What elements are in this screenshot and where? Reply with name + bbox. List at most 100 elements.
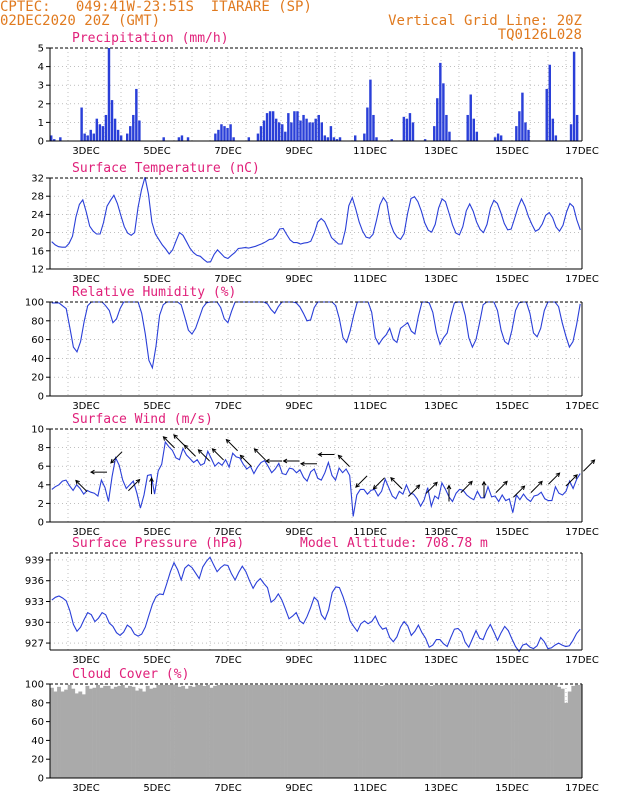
wind-arrow-head [253,448,259,453]
x-tick-label: 17DEC [565,527,599,538]
cloud-bar [74,693,79,778]
cloud-bar [138,688,143,778]
y-tick-label: 4 [38,62,44,73]
cloud-bar [464,684,469,778]
wind-arrow-head [481,480,487,486]
cloud-bar [78,691,83,778]
cloud-bar [535,684,540,778]
x-tick-label: 15DEC [495,655,529,666]
series-line [51,440,581,517]
x-tick-label: 11DEC [353,146,387,157]
precip-bar [548,64,551,141]
cloud-bar [386,684,391,778]
wind-arrow-head [555,472,561,478]
y-tick-label: 20 [31,228,44,239]
precip-bar [265,113,269,141]
cloud-bar [255,684,260,778]
cloud-bar [202,685,207,778]
x-tick-label: 13DEC [424,655,458,666]
wind-arrow [75,480,88,493]
y-tick-label: 936 [25,576,44,587]
header-source: CPTEC: [0,0,51,15]
cloud-bar [195,684,200,778]
precip-bar [466,114,469,141]
cloud-bar [496,684,501,778]
wind-arrow [254,448,266,461]
cloud-bar [425,684,430,778]
precip-bar [323,135,327,141]
cloud-bar [266,684,271,778]
wind-arrow-head [355,483,360,488]
cloud-bar [159,684,164,778]
precip-bar [311,122,314,141]
cloud-bar [237,684,242,778]
x-tick-label: 3DEC [72,146,99,157]
cloud-bar [92,687,97,778]
y-tick-label: 933 [25,597,44,608]
cloud-bar [500,684,505,778]
wind-arrow [110,451,123,464]
x-tick-label: 11DEC [353,655,387,666]
precip-bar [53,139,56,141]
precip-bar [521,92,524,141]
header-station-line: CPTEC: 049:41W-23:51S ITARARE (SP) [0,0,312,15]
x-tick-label: 13DEC [424,527,458,538]
precip-bar [329,126,333,141]
cloud-bar [191,686,196,778]
x-tick-label: 9DEC [285,655,312,666]
precip-bar [305,118,308,141]
y-tick-label: 10 [31,425,44,436]
wind-arrow [198,449,210,462]
cloud-bar [394,684,398,778]
wind-arrow-head [162,436,168,441]
cloud-bar [103,685,108,778]
cloud-bar [181,685,186,778]
precip-bar [545,88,548,141]
x-tick-label: 13DEC [424,274,458,285]
cloud-bar [227,684,232,778]
precip-bar [575,114,579,141]
x-tick-label: 15DEC [495,146,529,157]
precip-bar [290,122,293,141]
cloud-bar [379,685,384,778]
x-tick-label: 9DEC [285,274,312,285]
cloud-bar [64,689,69,778]
wind-arrow [408,484,420,497]
x-tick-label: 17DEC [565,146,599,157]
cloud-bar [429,685,434,778]
precip-bar [472,118,475,141]
precip-bar [284,131,287,141]
precip-bar [274,118,278,141]
precip-bar [92,133,95,141]
wind-arrow [184,444,196,457]
precip-bar [302,114,305,141]
precip-bar [110,100,114,141]
wind-arrow-head [468,480,473,486]
wind-arrow [373,477,385,490]
x-tick-label: 9DEC [285,401,312,412]
cloud-bar [433,684,437,778]
precip-bar [308,122,311,141]
cloud-bar [457,684,462,778]
cloud-bar [167,684,171,778]
x-tick-label: 9DEC [285,783,312,794]
cloud-bar [67,684,72,778]
y-tick-label: 28 [31,192,44,203]
precip-bar [132,114,135,141]
cloud-bar [71,688,76,778]
cloud-bar [81,694,86,778]
precip-bar [551,118,555,141]
cloud-bar [574,684,579,778]
x-tick-label: 13DEC [424,783,458,794]
precip-bar [515,126,518,141]
cloud-bar [507,684,512,778]
y-tick-label: 927 [25,639,44,650]
wind-arrow [173,434,186,447]
precip-bar [287,113,290,141]
cloud-bar [521,684,526,778]
cloud-bar [280,684,285,778]
cloud-bar [248,684,253,778]
precip-bar [226,127,229,141]
cloud-bar [287,684,292,778]
precip-bar [180,135,184,141]
